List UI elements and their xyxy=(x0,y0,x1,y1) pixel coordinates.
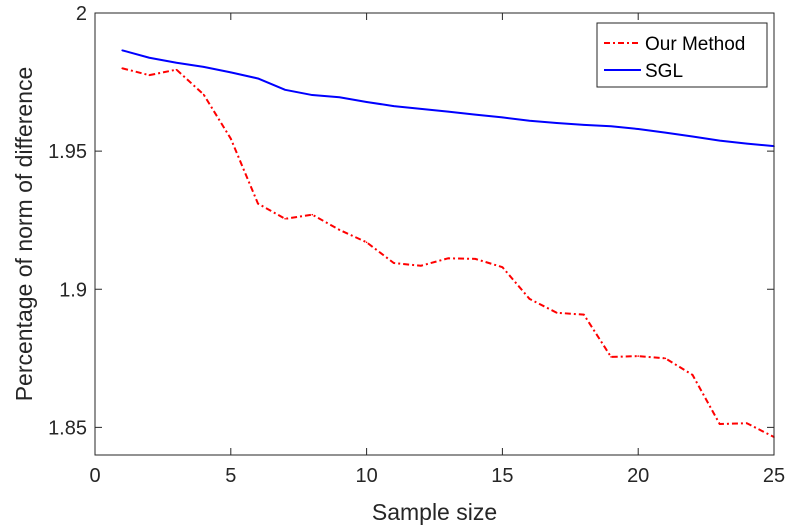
data-point xyxy=(447,257,449,260)
series-layer xyxy=(121,49,775,438)
data-point xyxy=(257,77,259,80)
plot-frame xyxy=(94,12,775,456)
y-tick-label: 1.9 xyxy=(59,279,87,301)
data-point xyxy=(175,61,178,64)
data-point xyxy=(121,67,123,70)
data-point xyxy=(555,311,558,314)
data-point xyxy=(365,241,368,244)
x-tick-label: 0 xyxy=(89,465,100,487)
data-point xyxy=(610,125,612,128)
data-point xyxy=(311,213,314,216)
data-point xyxy=(583,124,585,126)
data-point xyxy=(528,298,531,300)
y-tick-label: 2 xyxy=(76,3,87,25)
data-point xyxy=(148,56,151,59)
data-point xyxy=(746,422,748,425)
y-axis-label: Percentage of norm of difference xyxy=(11,67,37,402)
data-point xyxy=(528,119,531,122)
data-point xyxy=(420,108,422,110)
data-point xyxy=(718,423,721,425)
data-point xyxy=(474,258,477,260)
x-tick-label: 15 xyxy=(491,465,513,487)
data-point xyxy=(392,262,395,264)
data-point xyxy=(583,313,585,316)
data-point xyxy=(474,113,477,116)
data-point xyxy=(257,202,259,205)
legend: Our Method SGL xyxy=(596,22,768,88)
data-point xyxy=(691,374,694,376)
data-point xyxy=(202,66,205,68)
y-tick-label: 1.85 xyxy=(48,417,87,439)
data-point xyxy=(691,135,694,138)
data-point xyxy=(338,229,341,231)
data-point xyxy=(664,357,667,360)
data-point xyxy=(284,88,286,91)
legend-box xyxy=(596,22,768,88)
data-point xyxy=(202,93,205,96)
data-point xyxy=(230,137,232,140)
data-point xyxy=(555,122,558,124)
data-point xyxy=(230,71,232,74)
data-point xyxy=(148,74,151,76)
data-point xyxy=(501,116,504,119)
y-tick-label: 1.95 xyxy=(48,141,87,163)
data-point xyxy=(175,68,178,71)
x-tick-label: 5 xyxy=(225,465,236,487)
data-point xyxy=(284,218,286,220)
data-point xyxy=(338,96,341,99)
data-point xyxy=(420,264,422,267)
x-axis-label: Sample size xyxy=(372,499,497,525)
data-point xyxy=(718,139,721,142)
data-point xyxy=(121,49,123,52)
data-point xyxy=(746,142,748,145)
legend-label-our-method: Our Method xyxy=(645,34,745,55)
x-tick-label: 10 xyxy=(355,465,377,487)
ticks-layer: 0 5 10 15 20 25 1.85 1.9 1.95 2 xyxy=(48,3,785,487)
data-point xyxy=(610,356,612,358)
x-tick-label: 20 xyxy=(627,465,649,487)
data-point xyxy=(637,355,639,357)
data-point xyxy=(365,101,368,103)
data-point xyxy=(664,131,667,134)
data-point xyxy=(311,94,314,96)
data-point xyxy=(637,128,639,130)
data-point xyxy=(501,266,504,268)
data-point xyxy=(392,105,395,107)
data-point xyxy=(447,110,449,113)
legend-label-sgl: SGL xyxy=(645,61,683,82)
x-tick-label: 25 xyxy=(763,465,785,487)
